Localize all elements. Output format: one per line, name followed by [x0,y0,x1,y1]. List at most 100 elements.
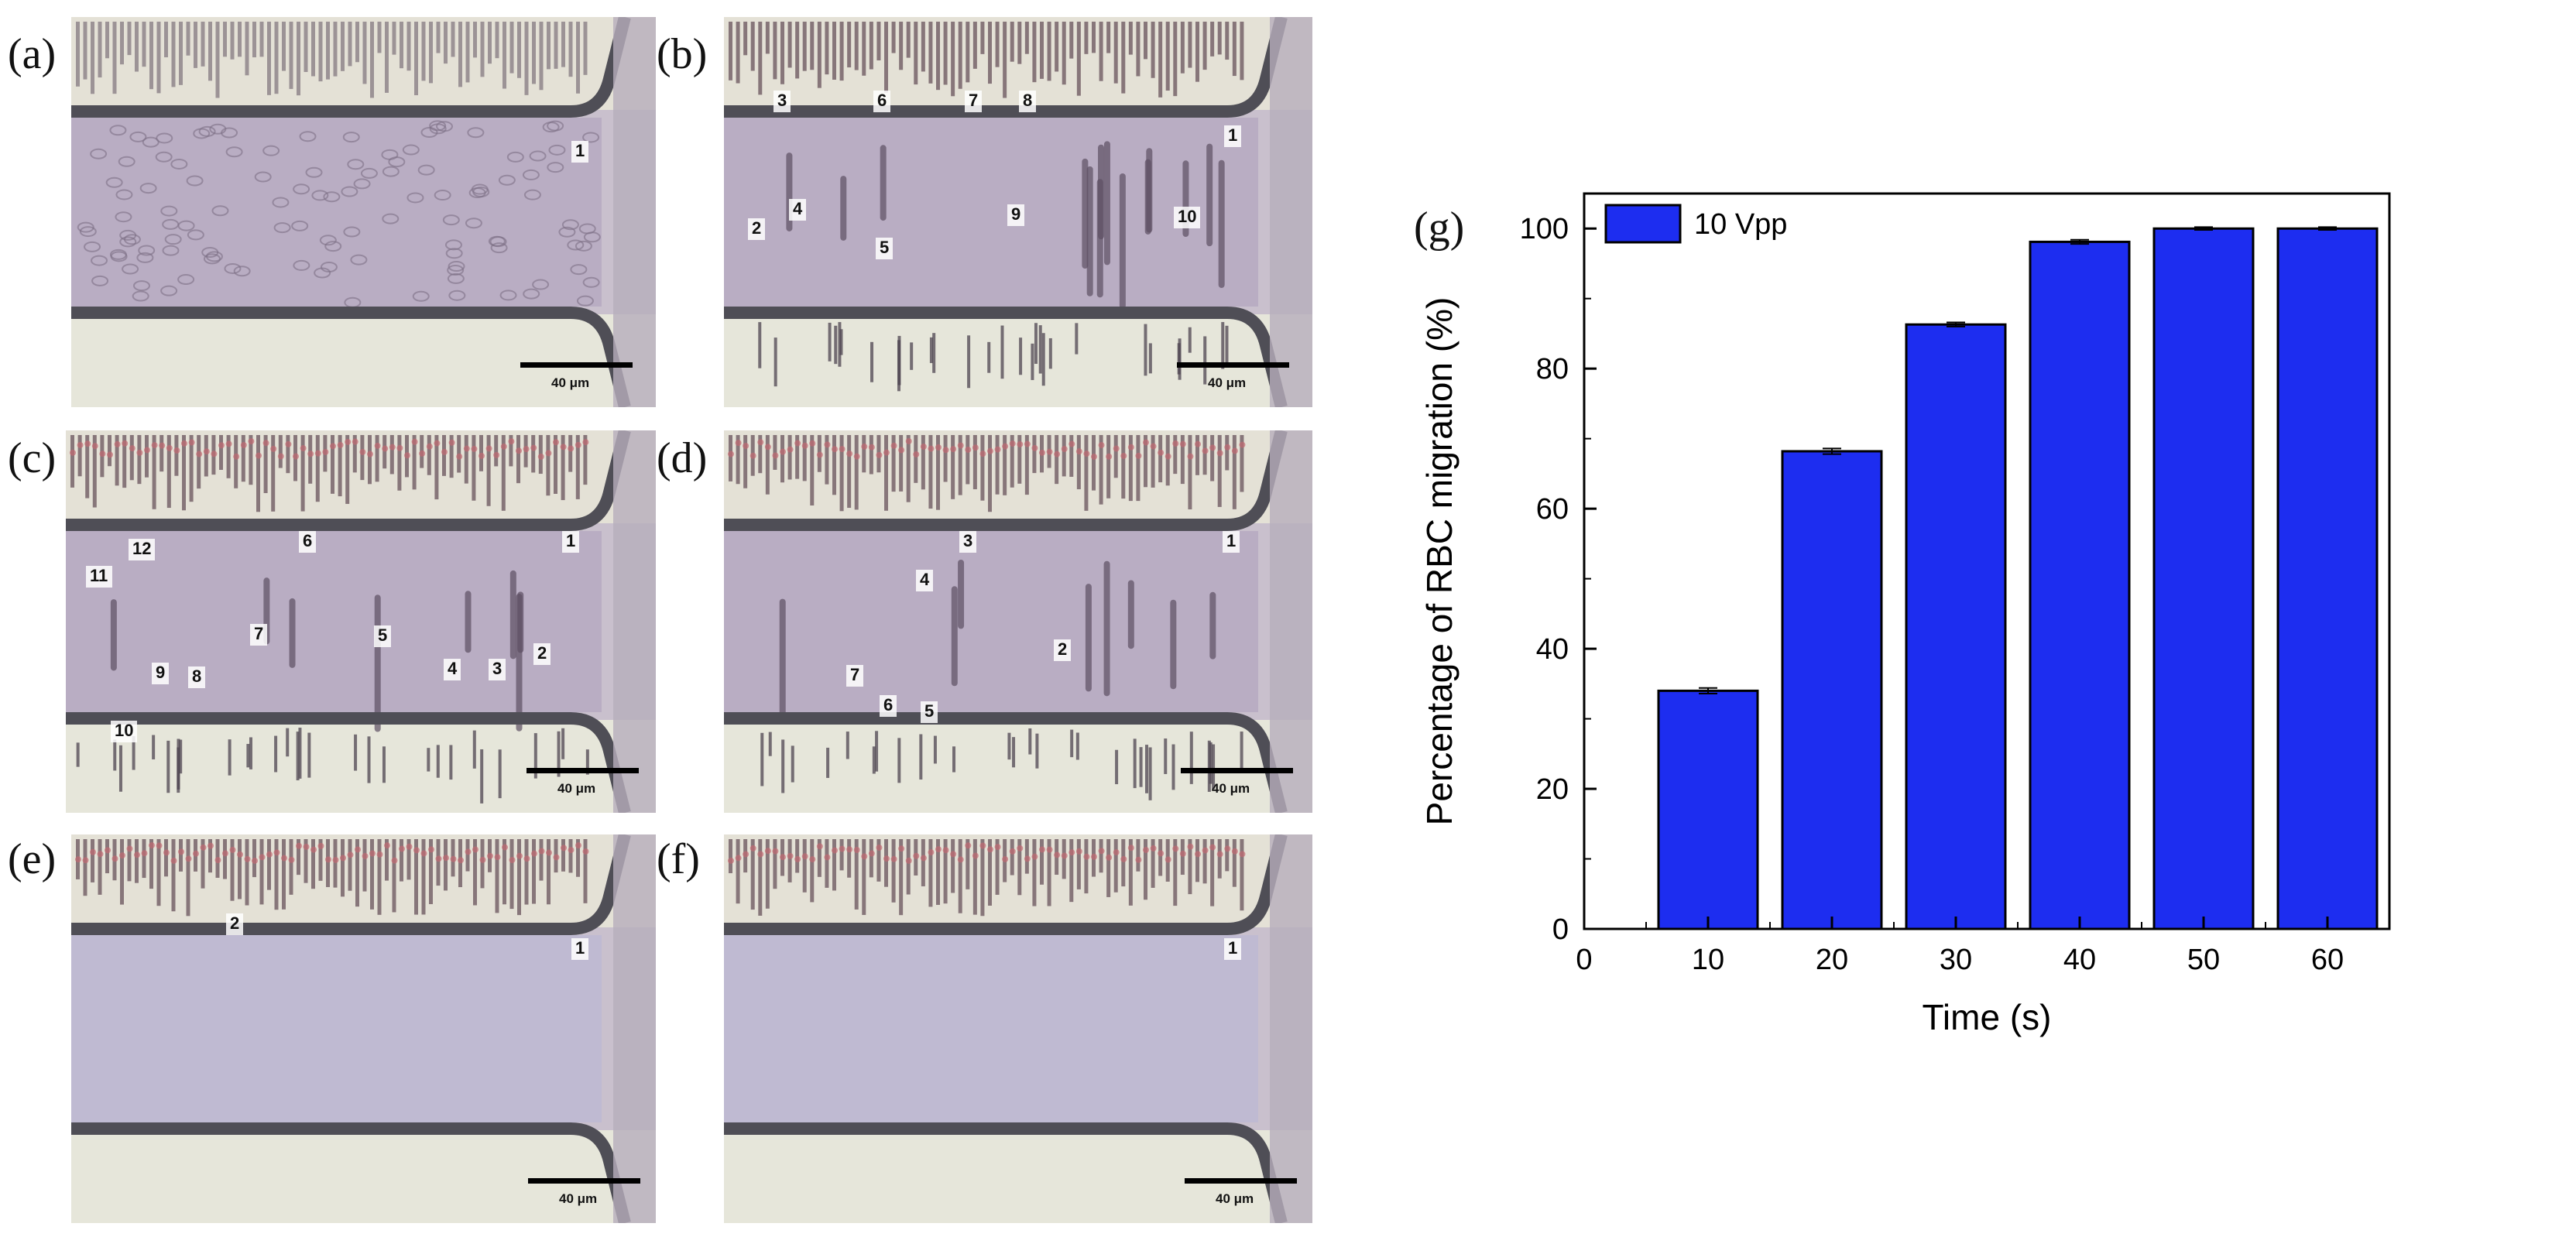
channel-wall-top [724,834,1288,935]
electrode-edge [613,834,656,1223]
cell-streak [307,732,311,778]
cell-streak [810,839,815,903]
red-cell [861,443,868,450]
cell-streak [576,839,580,877]
cell-outline [311,190,329,201]
cell-outline [110,251,128,262]
scale-bar [1181,768,1293,773]
cell-streak [826,747,830,778]
cell-streak [1148,747,1152,800]
cell-streak [1136,22,1141,77]
cell-outline [132,290,149,302]
cell-number-bg [965,91,982,112]
cell-streak [352,435,357,473]
cell-streak [297,839,300,875]
cell-streak [1099,22,1103,81]
cell-streak [854,22,859,70]
cell-streak [936,22,940,91]
cell-outline [547,120,564,132]
cell-streak [1115,749,1119,785]
cell-number-bg [562,531,579,553]
cell-number: 2 [1058,639,1067,659]
red-cell [1075,448,1082,455]
cell-streak [296,732,300,781]
cell-streak [875,731,879,772]
cell-streak [1139,747,1143,787]
cell-streak [951,22,955,97]
cell-streak [958,435,962,495]
cell-number-bg [1224,125,1241,147]
bottom-reservoir [724,1130,1312,1223]
red-cell [1120,855,1127,862]
red-cell [1158,850,1165,857]
bottom-reservoir [724,720,1312,813]
cell-streak [385,839,389,881]
migrating-cell [840,176,847,241]
panel-label-b: (b) [657,30,708,78]
red-cell [443,855,449,862]
cell-streak [382,746,386,783]
red-cell [359,448,366,455]
red-cell [196,451,203,457]
red-cell [780,854,786,861]
cell-streak [145,435,149,478]
cell-streak [1047,22,1051,81]
cell-streak [832,435,836,495]
x-axis-label: Time (s) [1923,997,2052,1037]
red-cell [173,447,180,454]
cell-number: 2 [537,643,547,663]
red-cell [441,448,448,455]
red-cell [256,452,262,459]
cell-outline [233,266,251,277]
cell-streak [113,739,117,771]
red-cell [1239,441,1246,448]
cell-streak [1035,733,1039,769]
cell-outline [115,189,133,200]
cell-streak [429,22,433,84]
cell-number: 6 [877,91,887,110]
red-cell [913,852,920,859]
cell-streak [958,839,962,913]
cell-outline [273,222,291,234]
cell-streak [115,435,119,486]
cell-number: 11 [90,566,108,585]
cell-streak [854,839,859,910]
red-cell [434,440,441,447]
red-cell [994,844,1001,851]
cell-streak [197,435,201,489]
cell-streak [98,22,102,78]
cell-number: 9 [1011,204,1020,224]
cell-streak [451,22,455,57]
micrograph-image: 2 1 40 μm [71,834,656,1223]
red-cell [170,857,177,864]
cell-streak [1069,839,1074,903]
cell-streak [899,839,904,916]
channel-wall-bottom [71,1122,631,1223]
red-cell [233,453,240,460]
cell-streak [304,839,308,883]
cell-outline [90,148,108,159]
red-cell [749,452,756,459]
cell-streak [449,435,454,478]
cell-streak [862,22,866,76]
cell-streak [1047,839,1051,906]
red-cell [317,842,324,849]
migrating-cell [1218,159,1225,288]
cell-streak [348,22,352,67]
cell-streak [897,738,901,783]
red-cell [208,842,214,849]
cell-streak [259,839,264,905]
red-cell [435,855,442,862]
cell-streak [1092,22,1096,53]
cell-streak [988,839,992,906]
cell-streak [135,22,139,72]
cell-streak [869,435,873,475]
cell-outline [447,272,465,284]
cell-number-bg [129,539,155,560]
red-cell [516,852,523,859]
red-cell [1216,851,1223,858]
cell-streak [1075,732,1079,760]
migrating-cell [465,591,472,653]
cell-number: 8 [1023,91,1032,110]
